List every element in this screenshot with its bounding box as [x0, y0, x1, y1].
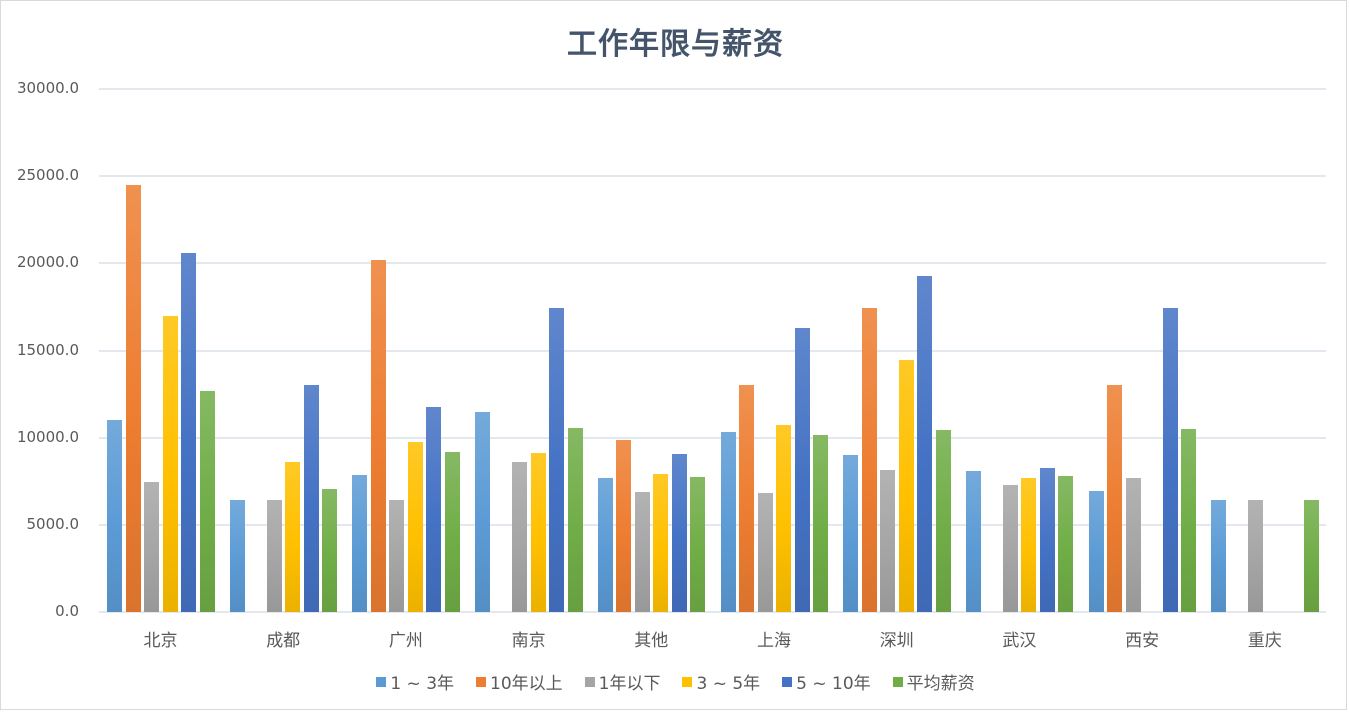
legend-label: 1年以下: [598, 674, 661, 694]
gridline: [99, 436, 1326, 439]
bar: [898, 360, 914, 612]
bar: [1125, 477, 1141, 612]
bar: [917, 276, 933, 612]
legend-label: 10年以上: [490, 674, 563, 694]
bar: [407, 442, 423, 612]
bar: [1021, 477, 1037, 612]
bar: [1181, 428, 1197, 612]
bar: [303, 385, 319, 612]
bar: [861, 307, 877, 612]
legend-item: 5 ~ 10年: [782, 669, 871, 694]
x-axis-line: [99, 611, 1326, 613]
bar: [1002, 484, 1018, 612]
bar: [739, 385, 754, 612]
bar: [1107, 385, 1123, 612]
y-tick-label: 30000.0: [16, 79, 79, 97]
bar: [616, 440, 632, 612]
x-tick-label: 上海: [757, 631, 791, 651]
bar: [1248, 500, 1264, 612]
bar: [634, 491, 650, 612]
bar: [444, 451, 460, 612]
bar: [690, 476, 706, 612]
bar: [1211, 500, 1227, 612]
bar: [322, 489, 338, 612]
bar: [181, 252, 196, 612]
bar: [426, 407, 442, 612]
legend-label: 3 ~ 5年: [696, 674, 761, 694]
bar: [229, 500, 245, 612]
x-tick-label: 武汉: [1002, 631, 1037, 651]
legend-item: 10年以上: [476, 669, 563, 694]
y-tick-label: 15000.0: [16, 340, 79, 359]
gridline: [99, 523, 1326, 526]
y-tick-label: 25000.0: [16, 166, 79, 185]
legend: 1 ~ 3年 10年以上 1年以下 3 ~ 5年 5 ~ 10年 平均薪资: [1, 669, 1349, 694]
gridline: [99, 175, 1326, 178]
x-tick-label: 其他: [634, 631, 669, 651]
bar: [370, 259, 386, 612]
bar: [162, 315, 178, 612]
legend-label: 5 ~ 10年: [796, 674, 871, 694]
bar: [776, 425, 791, 612]
bar: [1162, 307, 1178, 612]
y-tick-label: 0.0: [55, 602, 79, 620]
gridline: [99, 88, 1326, 90]
bar: [1303, 500, 1319, 612]
bar: [530, 453, 546, 612]
bar: [475, 412, 491, 612]
bar: [935, 429, 951, 612]
legend-swatch-icon: [682, 676, 693, 687]
bar: [389, 500, 405, 612]
legend-swatch-icon: [584, 676, 595, 687]
x-tick-label: 西安: [1125, 631, 1160, 651]
bar: [653, 474, 669, 612]
legend-item: 3 ~ 5年: [682, 669, 760, 694]
legend-swatch-icon: [892, 676, 903, 687]
x-tick-label: 重庆: [1247, 631, 1282, 651]
bar: [512, 462, 528, 612]
chart-title: 工作年限与薪资: [567, 27, 784, 62]
bar: [1088, 490, 1104, 612]
legend-label: 平均薪资: [906, 674, 975, 694]
legend-swatch-icon: [376, 676, 387, 687]
legend-item: 1年以下: [584, 669, 661, 694]
legend-item: 平均薪资: [892, 669, 975, 694]
x-tick-label: 成都: [266, 631, 301, 651]
legend-swatch-icon: [476, 676, 487, 687]
x-tick-label: 北京: [143, 631, 178, 651]
bar: [965, 470, 981, 612]
bar: [144, 482, 159, 612]
bar: [199, 390, 215, 612]
bar: [1058, 476, 1074, 612]
bar: [757, 493, 773, 612]
x-tick-label: 广州: [388, 631, 423, 651]
legend-item: 1 ~ 3年: [376, 669, 454, 694]
bar: [794, 327, 810, 612]
bar: [107, 420, 122, 612]
x-tick-label: 深圳: [879, 631, 914, 651]
bar: [125, 184, 141, 612]
bar: [549, 307, 565, 612]
bar: [720, 432, 736, 612]
legend-swatch-icon: [782, 676, 793, 687]
gridline: [99, 262, 1326, 265]
x-tick-label: 南京: [511, 631, 546, 651]
bar: [813, 435, 828, 612]
bar: [671, 454, 687, 612]
bar: [1039, 468, 1055, 612]
gridline: [99, 349, 1326, 352]
bar: [843, 455, 859, 612]
bar: [352, 475, 368, 612]
y-tick-label: 20000.0: [16, 253, 79, 272]
bar: [285, 462, 301, 612]
bar: [597, 477, 613, 612]
bar: [567, 428, 583, 612]
y-tick-label: 5000.0: [26, 514, 80, 533]
y-tick-label: 10000.0: [16, 427, 79, 446]
bar: [266, 500, 282, 612]
bar: [880, 469, 896, 612]
legend-label: 1 ~ 3年: [390, 674, 455, 694]
